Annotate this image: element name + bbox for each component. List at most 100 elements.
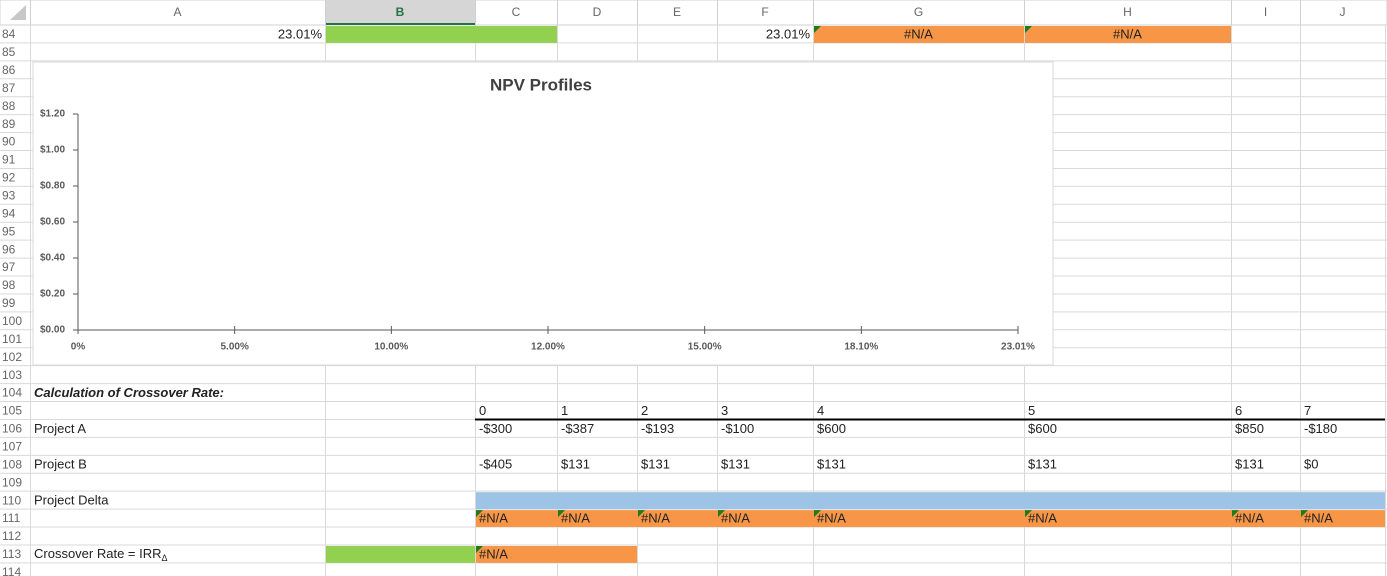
cell-text: #N/A: [1235, 511, 1264, 526]
column-header-selected: [325, 0, 475, 25]
cell-text: Project Delta: [34, 493, 109, 508]
row-number: 94: [2, 206, 16, 220]
row-number: 92: [2, 171, 16, 185]
cell-text: #N/A: [479, 511, 508, 526]
row-number: 111: [2, 511, 21, 525]
error-indicator: [1025, 510, 1032, 518]
cell-text: -$193: [641, 421, 674, 436]
chart-title: NPV Profiles: [490, 75, 592, 94]
error-indicator: [476, 510, 483, 518]
column-header[interactable]: E: [673, 5, 681, 19]
row-number: 88: [2, 99, 16, 113]
error-indicator: [476, 545, 483, 553]
error-indicator: [1232, 510, 1239, 518]
row-number: 87: [2, 81, 16, 95]
cell-text: #N/A: [561, 511, 590, 526]
row-number: 91: [2, 153, 16, 167]
row-number: 101: [2, 332, 22, 346]
column-header[interactable]: D: [593, 5, 602, 19]
row-number: 107: [2, 440, 22, 454]
cells: 23.01% 23.01% #N/A #N/A Calculation of Cross…: [34, 26, 1337, 563]
column-header[interactable]: I: [1264, 5, 1267, 19]
column-header[interactable]: A: [173, 5, 181, 19]
cell-text: 23.01%: [278, 26, 323, 41]
y-tick-label: $0.00: [40, 325, 65, 336]
cell-text: $131: [561, 457, 590, 472]
cell-text: 0: [479, 403, 486, 418]
header-bar: [0, 0, 1387, 26]
x-tick-label: 18.10%: [844, 342, 878, 353]
row-number: 114: [2, 565, 21, 576]
cell-text: #N/A: [641, 511, 670, 526]
cell-text: Calculation of Crossover Rate:: [34, 385, 224, 400]
cell-text: -$100: [721, 421, 754, 436]
x-tick-label: 5.00%: [220, 342, 248, 353]
error-indicator: [558, 510, 565, 518]
row-number: 98: [2, 278, 16, 292]
cell-text: $600: [1028, 421, 1057, 436]
row-number: 96: [2, 242, 16, 256]
fills: [326, 26, 1385, 563]
column-header[interactable]: H: [1123, 5, 1132, 19]
column-header[interactable]: F: [761, 5, 768, 19]
row-number: 89: [2, 117, 16, 131]
column-header[interactable]: C: [512, 5, 521, 19]
cell-text: 5: [1028, 403, 1035, 418]
delta-band: [476, 492, 1385, 510]
x-tick-label: 0%: [71, 342, 86, 353]
row-number: 113: [2, 547, 21, 561]
cell-text: -$387: [561, 421, 594, 436]
cell-text: #N/A: [1028, 511, 1057, 526]
row-number: 106: [2, 422, 22, 436]
cell-text: #N/A: [1113, 26, 1142, 41]
column-header[interactable]: J: [1340, 5, 1346, 19]
x-tick-label: 23.01%: [1001, 342, 1035, 353]
cell-text: 2: [641, 403, 648, 418]
select-all: [10, 5, 26, 20]
error-indicator: [638, 510, 645, 518]
row-number: 100: [2, 314, 22, 328]
row-number: 86: [2, 63, 16, 77]
cell-text: -$300: [479, 421, 512, 436]
cell-text: #N/A: [721, 511, 750, 526]
column-header[interactable]: B: [396, 5, 405, 19]
row-number: 103: [2, 368, 22, 382]
row-number: 93: [2, 189, 16, 203]
cell-text: -$405: [479, 457, 512, 472]
row-number: 108: [2, 457, 22, 471]
cell-text: 23.01%: [766, 26, 811, 41]
cell-text: Crossover Rate = IRRΔ: [34, 546, 168, 563]
row-number: 102: [2, 350, 22, 364]
error-indicator: [814, 510, 821, 518]
cell-text: #N/A: [817, 511, 846, 526]
error-indicator: [718, 510, 725, 518]
x-tick-label: 10.00%: [374, 342, 408, 353]
chart: NPV Profiles $0.00 $0.20 $0.40 $0.60 $0.80 $1.…: [32, 61, 1054, 366]
column-header[interactable]: G: [914, 5, 923, 19]
error-cell: [476, 545, 637, 563]
cell-text: #N/A: [1304, 511, 1333, 526]
error-indicator: [1025, 26, 1032, 33]
y-tick-label: $0.80: [40, 181, 65, 192]
y-tick-label: $0.20: [40, 289, 65, 300]
cell-text: -$180: [1304, 421, 1337, 436]
error-band: [476, 510, 1385, 528]
row-number: 85: [2, 45, 16, 59]
row-number: 112: [2, 529, 21, 543]
row-number: 104: [2, 386, 22, 400]
cell-text: 3: [721, 403, 728, 418]
x-tick-label: 15.00%: [688, 342, 722, 353]
cell-text: 6: [1235, 403, 1242, 418]
row-number: 95: [2, 224, 16, 238]
cell-text: $131: [1235, 457, 1264, 472]
cell-text: $0: [1304, 457, 1318, 472]
cell-text: $131: [1028, 457, 1057, 472]
cell-text: 4: [817, 403, 824, 418]
y-tick-label: $1.00: [40, 145, 65, 156]
cell-text: $600: [817, 421, 846, 436]
error-indicator: [814, 26, 821, 33]
subscript: Δ: [162, 553, 168, 563]
row-number: 84: [2, 27, 16, 41]
